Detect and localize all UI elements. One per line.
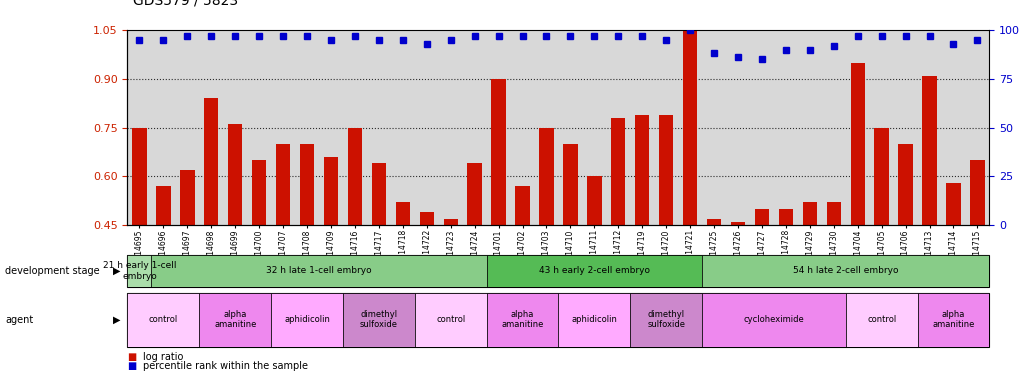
Text: GDS579 / 5823: GDS579 / 5823 — [132, 0, 237, 8]
Bar — [946, 183, 960, 225]
Bar — [701, 255, 988, 287]
Text: 54 h late 2-cell embryo: 54 h late 2-cell embryo — [792, 266, 898, 275]
Text: alpha
amanitine: alpha amanitine — [501, 310, 543, 329]
Bar — [635, 114, 649, 225]
Bar — [419, 212, 433, 225]
Text: dimethyl
sulfoxide: dimethyl sulfoxide — [360, 310, 397, 329]
Bar — [127, 292, 199, 347]
Bar — [802, 202, 816, 225]
Text: control: control — [436, 315, 465, 324]
Text: percentile rank within the sample: percentile rank within the sample — [143, 361, 308, 371]
Text: 21 h early 1-cell
embryo: 21 h early 1-cell embryo — [103, 261, 176, 280]
Text: dimethyl
sulfoxide: dimethyl sulfoxide — [646, 310, 685, 329]
Bar — [917, 292, 988, 347]
Bar — [415, 292, 486, 347]
Text: ■: ■ — [127, 361, 137, 371]
Text: aphidicolin: aphidicolin — [284, 315, 330, 324]
Text: ▶: ▶ — [113, 266, 120, 276]
Bar — [845, 292, 917, 347]
Bar — [754, 209, 768, 225]
Bar — [228, 124, 243, 225]
Bar — [204, 98, 218, 225]
Bar — [199, 292, 271, 347]
Text: log ratio: log ratio — [143, 352, 183, 362]
Text: aphidicolin: aphidicolin — [571, 315, 616, 324]
Bar — [873, 128, 888, 225]
Bar — [558, 292, 630, 347]
Bar — [587, 176, 601, 225]
Bar — [658, 114, 673, 225]
Bar — [683, 30, 697, 225]
Bar — [898, 144, 912, 225]
Bar — [515, 186, 529, 225]
Text: 32 h late 1-cell embryo: 32 h late 1-cell embryo — [266, 266, 372, 275]
Bar — [562, 144, 577, 225]
Text: ■: ■ — [127, 352, 137, 362]
Bar — [850, 63, 864, 225]
Bar — [825, 202, 840, 225]
Bar — [127, 255, 151, 287]
Bar — [539, 128, 553, 225]
Text: alpha
amanitine: alpha amanitine — [931, 310, 974, 329]
Bar — [610, 118, 625, 225]
Text: ▶: ▶ — [113, 315, 120, 325]
Text: control: control — [866, 315, 896, 324]
Text: agent: agent — [5, 315, 34, 325]
Bar — [969, 160, 983, 225]
Bar — [730, 222, 745, 225]
Bar — [467, 163, 481, 225]
Text: development stage: development stage — [5, 266, 100, 276]
Bar — [777, 209, 793, 225]
Bar — [486, 292, 558, 347]
Text: 43 h early 2-cell embryo: 43 h early 2-cell embryo — [538, 266, 649, 275]
Bar — [706, 219, 720, 225]
Bar — [151, 255, 486, 287]
Bar — [921, 75, 935, 225]
Bar — [323, 157, 338, 225]
Bar — [347, 128, 362, 225]
Bar — [701, 292, 845, 347]
Bar — [276, 144, 290, 225]
Bar — [491, 79, 505, 225]
Bar — [252, 160, 266, 225]
Bar — [132, 128, 147, 225]
Bar — [371, 163, 386, 225]
Bar — [486, 255, 701, 287]
Bar — [443, 219, 458, 225]
Bar — [395, 202, 410, 225]
Bar — [342, 292, 415, 347]
Text: control: control — [149, 315, 178, 324]
Bar — [271, 292, 342, 347]
Bar — [156, 186, 170, 225]
Text: alpha
amanitine: alpha amanitine — [214, 310, 256, 329]
Text: cycloheximide: cycloheximide — [743, 315, 804, 324]
Bar — [180, 170, 195, 225]
Bar — [630, 292, 701, 347]
Bar — [300, 144, 314, 225]
